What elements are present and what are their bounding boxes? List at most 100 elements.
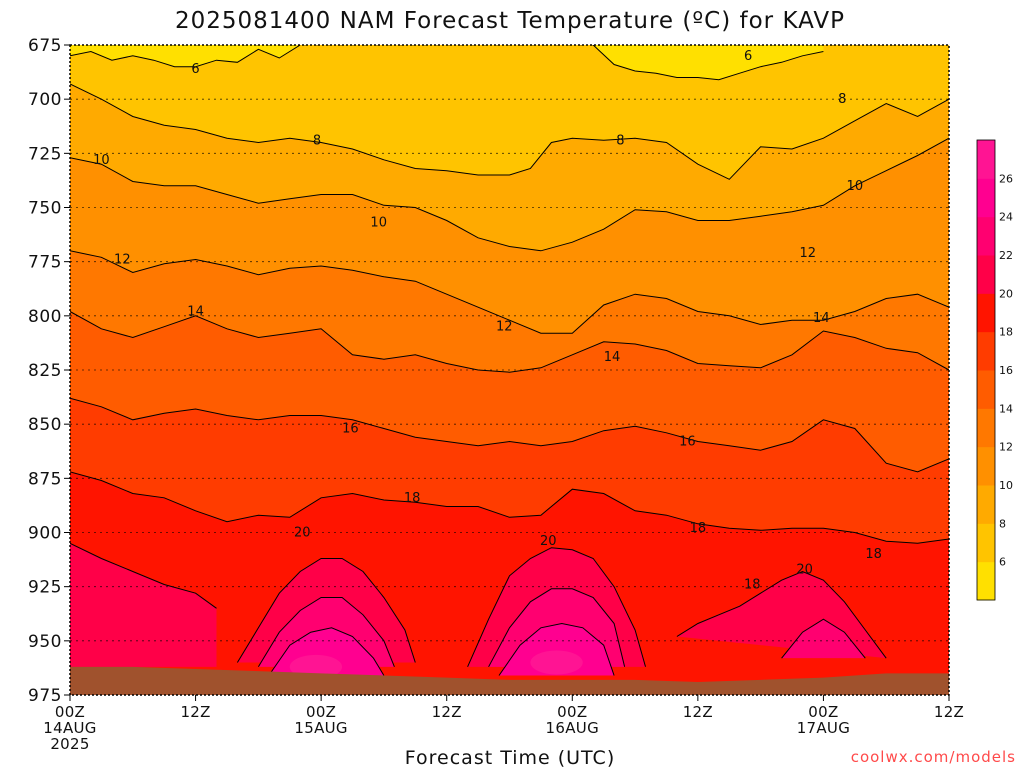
contour-label-18: 18 — [744, 578, 761, 593]
contour-label-20: 20 — [796, 562, 813, 577]
colorbar-tick-label: 22 — [999, 249, 1013, 262]
colorbar-swatch — [977, 178, 995, 218]
colorbar-tick-label: 8 — [999, 517, 1006, 530]
x-tick-label: 16AUG — [546, 719, 599, 737]
contour-20-segment — [676, 570, 887, 659]
contour-20-segment — [70, 542, 217, 609]
colorbar-tick-label: 10 — [999, 479, 1013, 492]
contour-label-16: 16 — [342, 422, 359, 437]
colorbar-swatch — [977, 293, 995, 333]
colorbar-tick-label: 12 — [999, 441, 1013, 454]
credit-text[interactable]: coolwx.com/models — [851, 748, 1016, 766]
y-tick-label: 900 — [28, 524, 62, 544]
x-tick-label: 2025 — [50, 735, 89, 753]
gridlines — [70, 45, 949, 695]
contour-label-6: 6 — [191, 62, 199, 77]
colorbar-swatch — [977, 523, 995, 563]
y-tick-label: 775 — [28, 253, 62, 273]
contour-8-segment — [70, 83, 949, 180]
band-ge26 — [530, 650, 583, 675]
x-tick-label: 00Z — [306, 703, 336, 721]
contour-22-segment — [257, 597, 395, 668]
contour-20-segment — [467, 547, 646, 668]
contour-label-20: 20 — [294, 526, 311, 541]
band-6-8 — [70, 45, 949, 180]
contour-label-18: 18 — [865, 547, 882, 562]
x-tick-label: 00Z — [557, 703, 587, 721]
contour-label-6: 6 — [744, 49, 752, 64]
ground-fill — [70, 666, 949, 695]
band-pocket-22 — [781, 619, 866, 659]
contour-label-12: 12 — [496, 320, 513, 335]
contour-label-12: 12 — [114, 253, 131, 268]
y-tick-label: 875 — [28, 469, 62, 489]
x-tick-label: 00Z — [55, 703, 85, 721]
x-tick-label: 12Z — [432, 703, 462, 721]
contour-label-12: 12 — [799, 246, 816, 261]
colorbar-swatch — [977, 370, 995, 409]
band-pocket-24 — [499, 623, 615, 676]
chart-title: 2025081400 NAM Forecast Temperature (ºC)… — [175, 8, 845, 34]
x-tick-label: 12Z — [683, 703, 713, 721]
colorbar-swatch — [977, 255, 995, 294]
y-tick-label: 700 — [28, 90, 62, 110]
band-20-22 — [70, 543, 217, 667]
contour-label-14: 14 — [813, 311, 830, 326]
y-tick-label: 925 — [28, 578, 62, 598]
colorbar-swatch — [977, 408, 995, 448]
y-tick-label: 850 — [28, 415, 62, 435]
x-tick-label: 12Z — [934, 703, 964, 721]
contour-14-segment — [70, 311, 949, 373]
x-tick-label: 00Z — [808, 703, 838, 721]
y-tick-label: 800 — [28, 307, 62, 327]
contour-12-segment — [70, 250, 949, 334]
contour-label-10: 10 — [370, 216, 387, 231]
x-tick-label: 15AUG — [294, 719, 347, 737]
colorbar-tick-label: 6 — [999, 556, 1006, 569]
contour-label-10: 10 — [847, 179, 864, 194]
plot-area: 6 6 8 8 8 10 10 10 12 12 12 14 14 14 16 16 18 18 18 18 20 20 2… — [70, 45, 949, 695]
x-tick-label: 14AUG — [43, 719, 96, 737]
colorbar-tick-label: 20 — [999, 287, 1013, 300]
band-pocket-6 — [70, 45, 301, 67]
contour-22-segment — [781, 618, 866, 659]
contour-18-segment — [70, 471, 949, 544]
y-tick-label: 675 — [28, 36, 62, 56]
colorbar-swatch — [977, 561, 995, 601]
contour-label-8: 8 — [313, 133, 321, 148]
contour-lines — [70, 45, 949, 676]
y-tick-label: 950 — [28, 632, 62, 652]
contour-16-segment — [70, 397, 949, 473]
contour-22-segment — [488, 588, 626, 668]
y-tick-label: 975 — [28, 686, 62, 706]
ground-layer — [70, 666, 949, 695]
colorbar-tick-label: 16 — [999, 364, 1013, 377]
colorbar-swatch — [977, 216, 995, 256]
contour-label-20: 20 — [540, 534, 557, 549]
y-tick-label: 750 — [28, 199, 62, 219]
x-axis-title: Forecast Time (UTC) — [405, 747, 615, 768]
colorbar-swatch — [977, 485, 995, 524]
contour-label-14: 14 — [604, 350, 621, 365]
contour-6-segment — [592, 45, 824, 81]
colorbar-tick-label: 18 — [999, 326, 1013, 339]
colorbar-swatch — [977, 140, 995, 179]
colorbar-swatch — [977, 446, 995, 486]
contour-labels: 6 6 8 8 8 10 10 10 12 12 12 14 14 14 16 16 18 18 18 18 20 20 2… — [93, 49, 882, 593]
contour-6-segment — [70, 45, 301, 68]
contour-10-segment — [70, 137, 949, 252]
contour-label-16: 16 — [679, 435, 696, 450]
y-tick-label: 825 — [28, 361, 62, 381]
contour-24-segment — [498, 622, 615, 676]
contour-label-18: 18 — [404, 491, 421, 506]
colorbar: 6 8 10 12 14 16 18 20 22 24 26 — [976, 139, 1013, 601]
contour-24-segment — [268, 627, 385, 676]
y-axis: 675 700 725 750 775 800 825 850 875 900 925 950 975 — [28, 36, 70, 706]
contour-label-10: 10 — [93, 153, 110, 168]
x-tick-label: 17AUG — [797, 719, 850, 737]
band-pocket-6 — [593, 45, 824, 80]
colorbar-tick-label: 26 — [999, 172, 1013, 185]
colorbar-frame — [976, 139, 996, 601]
